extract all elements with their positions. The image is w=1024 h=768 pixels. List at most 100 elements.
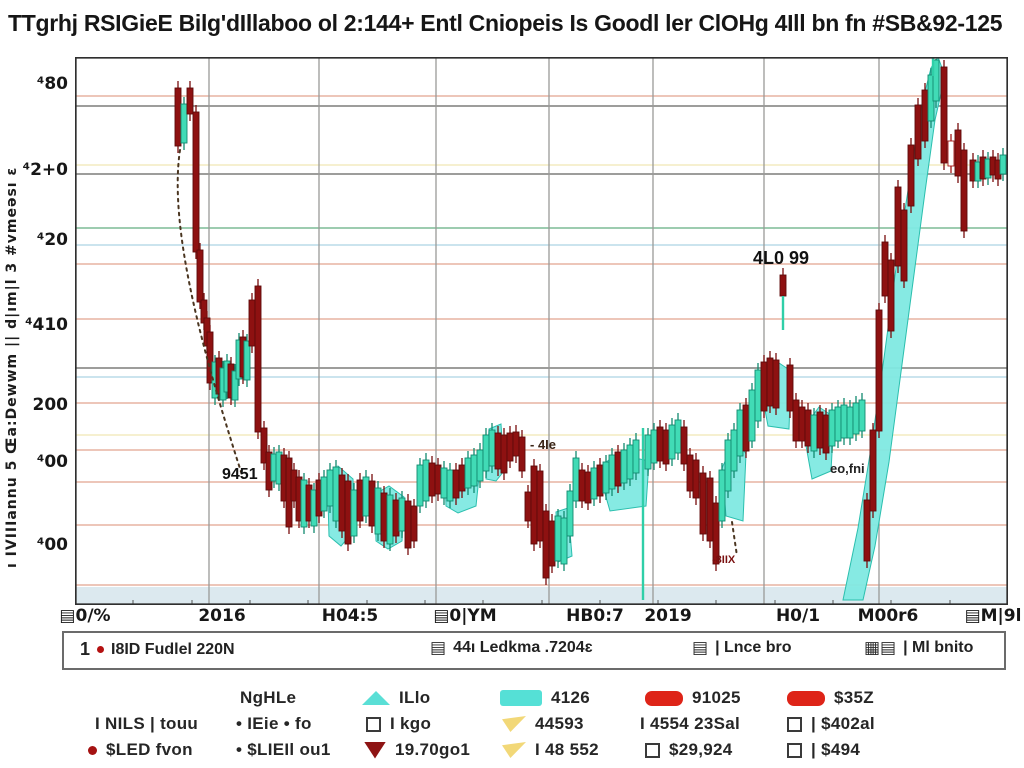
y-tick-label: ⁴20: [36, 230, 68, 250]
candle: [476, 449, 484, 482]
candle: [344, 480, 352, 545]
chart-svg: 9451 - 4Ie 4L0 99 eo,fni -8IIX: [74, 55, 1009, 606]
candle: [932, 59, 940, 102]
checkbox-square-icon: [366, 716, 381, 732]
stats-legend-label: 4126: [551, 688, 591, 707]
candle: [368, 480, 376, 527]
candle: [668, 424, 676, 460]
red-swatch-icon: [787, 690, 825, 706]
candle: [500, 434, 508, 474]
chart-annotation: 4L0 99: [753, 248, 809, 268]
stats-legend-label: • IEie • fo: [236, 714, 312, 733]
stats-legend-cell: I kgo: [366, 714, 431, 734]
candle: [524, 491, 532, 522]
candle: [608, 454, 616, 490]
candle: [680, 426, 688, 465]
candle: [650, 429, 658, 464]
candle: [798, 406, 806, 442]
y-axis-title: ı IVIIIannu 5 Œa:Dewwm || d|ım|l 3 #vmeə…: [4, 166, 20, 568]
series-legend-box: 1 I8ID Fudlel 220N ▤ 44ı Ledkma .7204ɛ ▤ | Ln…: [62, 631, 1006, 670]
candle: [356, 479, 364, 522]
candle: [692, 459, 700, 499]
candle: [326, 469, 334, 507]
stats-legend-cell: | $402al: [787, 714, 875, 734]
stats-legend-label: • $LIEIl ou1: [236, 740, 331, 759]
candle: [174, 87, 182, 147]
stats-legend-label: | $494: [811, 740, 861, 759]
candle: [760, 361, 768, 412]
candle: [572, 457, 580, 502]
stats-legend-label: I 4554 23Sal: [640, 714, 741, 733]
candle: [786, 364, 794, 412]
candle: [940, 66, 948, 164]
stats-legend-cell: I NILS | touu: [95, 714, 198, 734]
candle: [362, 476, 370, 517]
chart-annotation: -8IIX: [712, 554, 736, 566]
stats-legend-cell: 91025: [645, 688, 741, 708]
candle: [822, 414, 830, 454]
candle: [804, 409, 812, 447]
candle: [852, 402, 860, 435]
candle: [632, 439, 640, 474]
stats-legend-label: ILlo: [399, 688, 431, 707]
stats-legend-cell: 19.70go1: [364, 740, 470, 760]
candle: [792, 399, 800, 442]
stats-legend-label: NgHLe: [240, 688, 297, 707]
legend-series-item-2[interactable]: ▤ | Lnce bro: [692, 639, 792, 657]
chart-annotation: 9451: [222, 466, 258, 483]
candle: [446, 469, 454, 502]
stats-legend-label: $35Z: [834, 688, 874, 707]
stats-legend-cell: 4126: [500, 688, 590, 708]
candle: [686, 454, 694, 492]
candle: [404, 500, 412, 549]
candle: [706, 477, 714, 542]
candle: [422, 459, 430, 502]
candle: [858, 399, 866, 432]
table-icon: ▤: [430, 637, 447, 658]
candle: [748, 389, 756, 442]
candle: [231, 370, 239, 401]
candle: [960, 149, 968, 232]
candle: [894, 186, 902, 267]
legend-series-label: | Ml bnito: [903, 639, 974, 656]
y-tick-label: ⁴80: [36, 74, 68, 94]
stats-legend-cell: $35Z: [787, 688, 874, 708]
candle: [542, 510, 550, 579]
stats-legend-label: 91025: [692, 688, 741, 707]
candle: [536, 470, 544, 542]
legend-series-item-1[interactable]: ▤ 44ı Ledkma .7204ɛ: [430, 639, 593, 657]
candle: [380, 492, 388, 542]
legend-series-item-0[interactable]: 1 I8ID Fudlel 220N: [80, 639, 235, 660]
candle: [254, 285, 262, 433]
table-icon: ▦▤: [864, 637, 897, 658]
candle: [590, 467, 598, 500]
candle: [464, 457, 472, 489]
candle: [840, 404, 848, 439]
candle: [736, 409, 744, 457]
candle: [398, 497, 406, 532]
candle: [779, 274, 787, 297]
candle: [410, 505, 418, 542]
candle: [900, 209, 908, 282]
legend-series-item-3[interactable]: ▦▤ | Ml bnito: [864, 639, 973, 657]
stats-legend-cell: 44593: [502, 714, 584, 734]
stats-legend-cell: $LED fvon: [88, 740, 193, 760]
table-icon: ▤: [692, 637, 709, 658]
candle: [392, 499, 400, 537]
candle: [810, 414, 818, 452]
triangle-up-icon: [362, 691, 390, 705]
stats-legend-label: I 48 552: [535, 740, 599, 759]
plot-area: 9451 - 4Ie 4L0 99 eo,fni -8IIX: [74, 55, 1009, 606]
candle: [718, 469, 726, 522]
plot-border: [74, 56, 1009, 606]
candle: [196, 249, 204, 303]
stats-legend-cell: NgHLe: [240, 688, 296, 708]
stats-legend-label: $29,924: [669, 740, 733, 759]
y-tick-label: ⁴2+0: [22, 160, 68, 180]
candle: [730, 429, 738, 472]
candle: [482, 434, 490, 472]
stats-legend-label: $LED fvon: [106, 740, 193, 759]
candle: [470, 454, 478, 487]
stats-legend-cell: ILlo: [362, 688, 430, 708]
stats-legend-cell: • $LIEIl ou1: [236, 740, 331, 760]
